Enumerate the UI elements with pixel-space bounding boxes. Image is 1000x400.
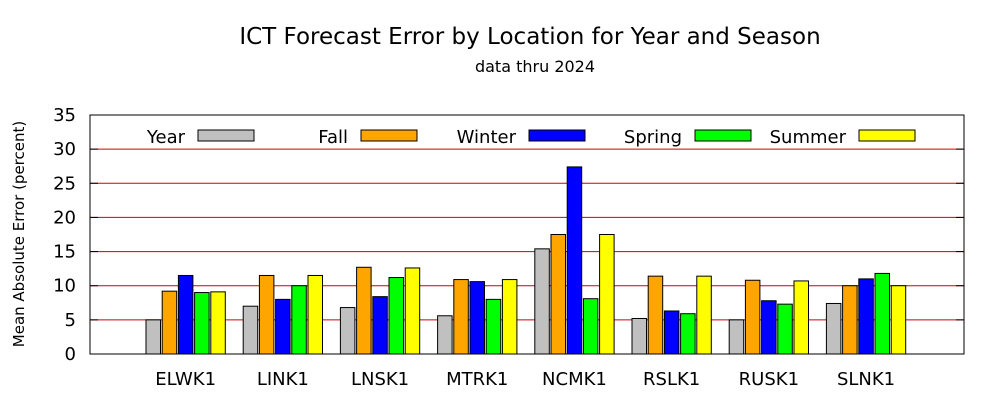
legend-swatch-year [197,129,255,142]
legend-swatch-summer [858,129,916,142]
bar-mtrk1-year [437,315,453,355]
y-tick-label: 25 [53,173,76,194]
x-tick-labels: ELWK1 LINK1 LNSK1 MTRK1 NCMK1 RSLK1 RUSK1 SLNK1 [155,369,895,390]
bar-ncmk1-year [534,248,550,355]
bar-link1-spring [291,285,307,355]
legend-label-fall: Fall [318,127,348,148]
x-tick-label: RUSK1 [739,369,799,390]
bar-mtrk1-winter [469,281,485,355]
bar-lnsk1-spring [388,277,404,355]
y-tick-label: 5 [65,310,76,331]
bar-rusk1-spring [777,303,793,355]
bar-link1-winter [275,298,291,355]
y-tick-label: 0 [65,344,76,365]
bar-rusk1-summer [793,280,809,355]
bar-ncmk1-spring [582,298,599,355]
bar-elwk1-year [145,319,161,355]
bar-rslk1-spring [680,313,696,355]
bar-link1-fall [258,274,275,355]
chart-title: ICT Forecast Error by Location for Year … [239,24,820,50]
bar-mtrk1-spring [485,298,502,355]
bar-rusk1-year [728,319,745,355]
x-tick-label: SLNK1 [837,369,895,390]
y-tick-labels: 0 5 10 15 20 25 30 35 [53,105,76,365]
legend-label-year: Year [146,127,186,148]
legend-label-winter: Winter [457,127,517,148]
bar-elwk1-summer [210,291,226,355]
plot-frame [89,114,965,355]
bar-link1-year [242,305,259,355]
bar-rslk1-summer [696,275,712,355]
x-tick-label: NCMK1 [542,369,607,390]
bar-slnk1-winter [858,278,874,355]
bar-ncmk1-fall [550,234,566,355]
bar-lnsk1-winter [372,296,388,355]
x-tick-label: MTRK1 [446,369,508,390]
bar-rusk1-winter [761,300,777,355]
bar-rslk1-fall [647,275,664,355]
y-tick-label: 10 [53,276,76,297]
bar-slnk1-fall [842,285,858,355]
x-tick-label: LNSK1 [351,369,409,390]
legend-label-summer: Summer [770,127,847,148]
bar-mtrk1-fall [453,279,469,355]
bar-ncmk1-summer [599,234,615,355]
x-tick-label: LINK1 [257,369,309,390]
bar-lnsk1-fall [356,266,372,355]
bar-link1-summer [307,274,323,355]
legend-label-spring: Spring [624,127,682,148]
bar-elwk1-fall [161,290,178,355]
bar-slnk1-spring [874,272,890,355]
bar-slnk1-year [825,302,842,355]
x-tick-label: ELWK1 [155,369,216,390]
y-axis-label: Mean Absolute Error (percent) [10,121,28,347]
bar-lnsk1-year [339,307,356,355]
bar-elwk1-winter [177,274,194,355]
grid-lines [90,148,964,321]
y-tick-label: 15 [53,242,76,263]
bar-rusk1-fall [744,279,761,355]
bar-rslk1-year [631,317,647,355]
bar-ncmk1-winter [566,166,583,355]
bar-lnsk1-summer [404,267,421,355]
y-tick-label: 20 [53,207,76,228]
legend-swatch-spring [694,129,752,142]
bars [145,166,907,355]
bar-elwk1-spring [194,292,210,355]
x-tick-label: RSLK1 [643,369,700,390]
bar-rslk1-winter [663,310,680,355]
y-tick-label: 35 [53,105,76,126]
legend-swatch-fall [360,129,418,142]
bar-mtrk1-summer [501,279,518,355]
y-tick-label: 30 [53,139,76,160]
legend: Year Fall Winter Spring Summer [146,127,916,148]
legend-swatch-winter [528,129,586,142]
chart-subtitle: data thru 2024 [475,57,595,76]
bar-slnk1-summer [890,285,907,355]
